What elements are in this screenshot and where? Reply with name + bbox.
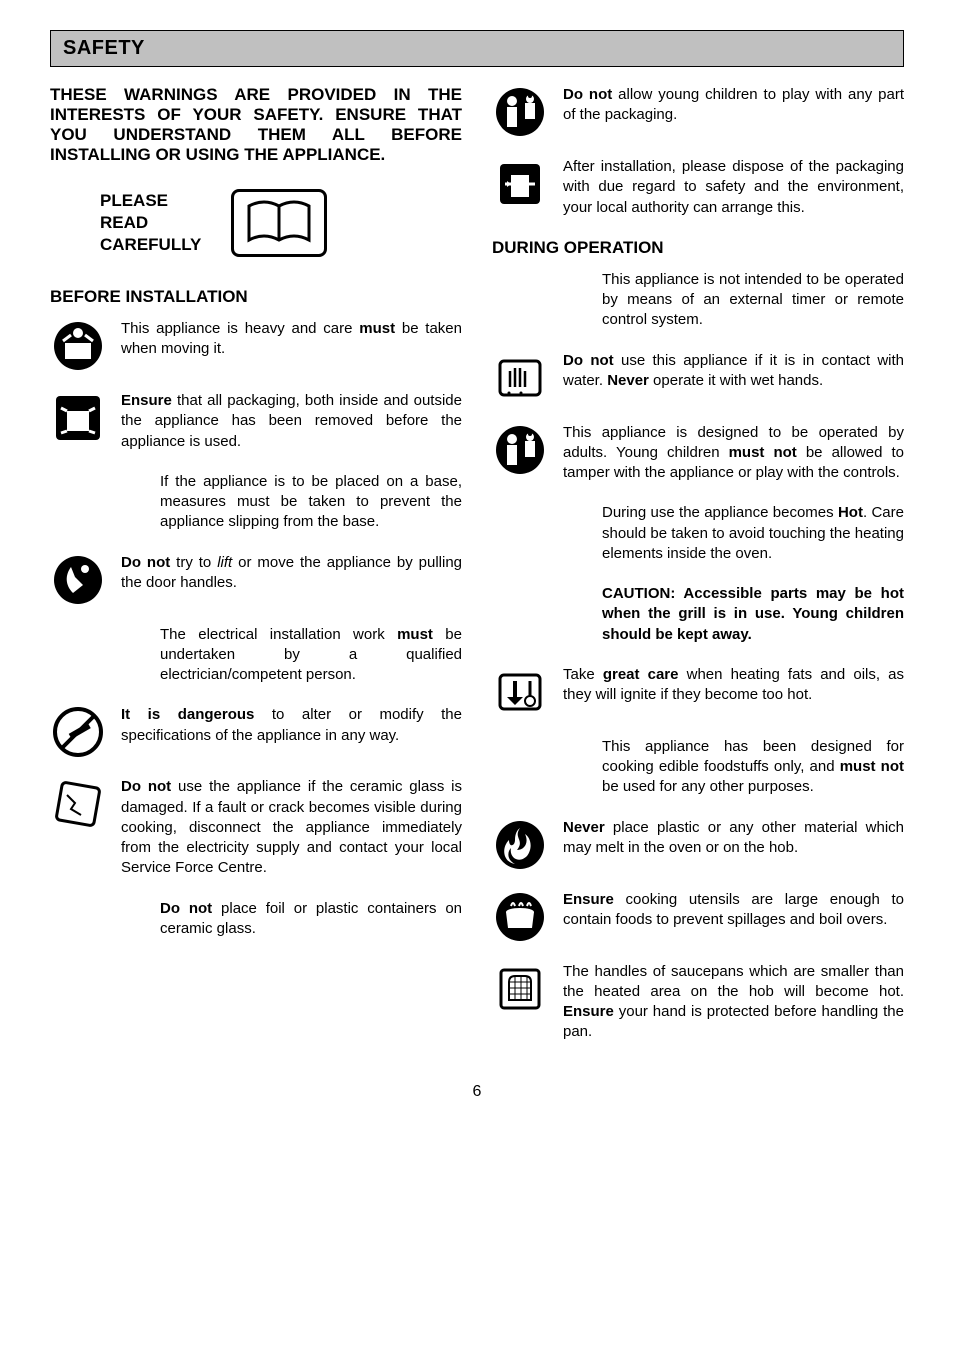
safety-item: This appliance is heavy and care must be… — [50, 319, 462, 371]
safety-header: SAFETY — [50, 30, 904, 67]
unbox-icon — [50, 391, 105, 443]
safety-item: Do not allow young children to play with… — [492, 85, 904, 137]
safety-item: CAUTION: Accessible parts may be hot whe… — [492, 584, 904, 645]
item-text: CAUTION: Accessible parts may be hot whe… — [602, 584, 904, 645]
book-icon — [231, 189, 327, 257]
child-icon — [492, 423, 547, 475]
safety-item: This appliance is designed to be operate… — [492, 423, 904, 484]
safety-item: Never place plastic or any other materia… — [492, 818, 904, 870]
safety-item: This appliance is not intended to be ope… — [492, 270, 904, 331]
safety-item: Do not use this appliance if it is in co… — [492, 351, 904, 403]
right-top-list: Do not allow young children to play with… — [492, 85, 904, 218]
left-item-list: This appliance is heavy and care must be… — [50, 319, 462, 939]
right-column: Do not allow young children to play with… — [492, 85, 904, 1063]
glove-icon — [492, 962, 547, 1014]
safety-item: The handles of saucepans which are small… — [492, 962, 904, 1043]
crack-icon — [50, 777, 105, 829]
item-text: The electrical installation work must be… — [160, 625, 462, 686]
read-carefully-block: PLEASE READ CAREFULLY — [100, 189, 462, 257]
during-operation-heading: DURING OPERATION — [492, 238, 904, 258]
dispose-icon — [492, 157, 547, 209]
safety-item: If the appliance is to be placed on a ba… — [50, 472, 462, 533]
item-text: If the appliance is to be placed on a ba… — [160, 472, 462, 533]
read-label: PLEASE READ CAREFULLY — [100, 190, 201, 256]
safety-item: This appliance has been designed for coo… — [492, 737, 904, 798]
item-text: This appliance has been designed for coo… — [602, 737, 904, 798]
slip-icon — [50, 553, 105, 605]
item-text: Do not use this appliance if it is in co… — [563, 351, 904, 392]
item-text: Ensure cooking utensils are large enough… — [563, 890, 904, 931]
left-column: THESE WARNINGS ARE PROVIDED IN THE INTER… — [50, 85, 462, 1063]
page-number: 6 — [50, 1083, 904, 1101]
safety-item: After installation, please dispose of th… — [492, 157, 904, 218]
item-text: It is dangerous to alter or modify the s… — [121, 705, 462, 746]
safety-item: During use the appliance becomes Hot. Ca… — [492, 503, 904, 564]
item-text: This appliance is heavy and care must be… — [121, 319, 462, 360]
right-item-list: This appliance is not intended to be ope… — [492, 270, 904, 1043]
safety-item: Do not try to lift or move the appliance… — [50, 553, 462, 605]
item-text: This appliance is not intended to be ope… — [602, 270, 904, 331]
safety-item: Take great care when heating fats and oi… — [492, 665, 904, 717]
safety-item: Do not place foil or plastic containers … — [50, 899, 462, 940]
item-text: Take great care when heating fats and oi… — [563, 665, 904, 706]
safety-item: Do not use the appliance if the ceramic … — [50, 777, 462, 878]
safety-item: It is dangerous to alter or modify the s… — [50, 705, 462, 757]
page-title: SAFETY — [63, 37, 891, 60]
item-text: The handles of saucepans which are small… — [563, 962, 904, 1043]
intro-warning: THESE WARNINGS ARE PROVIDED IN THE INTER… — [50, 85, 462, 165]
child-icon — [492, 85, 547, 137]
item-text: Do not allow young children to play with… — [563, 85, 904, 126]
lifting-icon — [50, 319, 105, 371]
safety-item: The electrical installation work must be… — [50, 625, 462, 686]
pot-icon — [492, 890, 547, 942]
item-text: After installation, please dispose of th… — [563, 157, 904, 218]
item-text: Do not try to lift or move the appliance… — [121, 553, 462, 594]
before-installation-heading: BEFORE INSTALLATION — [50, 287, 462, 307]
item-text: Do not use the appliance if the ceramic … — [121, 777, 462, 878]
nomod-icon — [50, 705, 105, 757]
safety-item: Ensure cooking utensils are large enough… — [492, 890, 904, 942]
content-columns: THESE WARNINGS ARE PROVIDED IN THE INTER… — [50, 85, 904, 1063]
item-text: This appliance is designed to be operate… — [563, 423, 904, 484]
wethands-icon — [492, 351, 547, 403]
item-text: Do not place foil or plastic containers … — [160, 899, 462, 940]
item-text: During use the appliance becomes Hot. Ca… — [602, 503, 904, 564]
item-text: Ensure that all packaging, both inside a… — [121, 391, 462, 452]
item-text: Never place plastic or any other materia… — [563, 818, 904, 859]
safety-item: Ensure that all packaging, both inside a… — [50, 391, 462, 452]
fire-icon — [492, 818, 547, 870]
temp-icon — [492, 665, 547, 717]
